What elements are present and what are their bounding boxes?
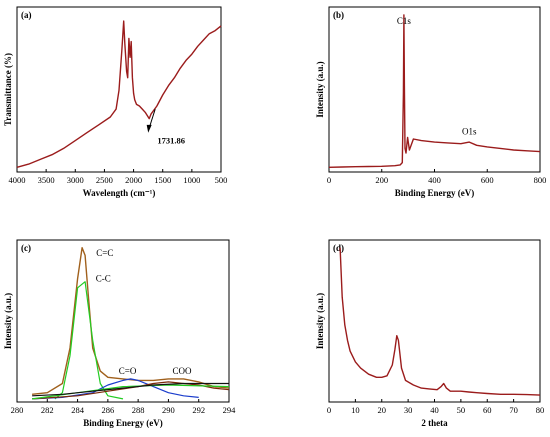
y-axis-label: Intensity (a.u.) (3, 293, 13, 349)
panel-b-chart: (b) 0 200 400 600 800 Binding Energy (eV) Inten… (315, 6, 547, 198)
panel-d-chart: (d) 0 10 20 30 40 50 60 70 80 2 theta Intensity (a.… (315, 239, 545, 428)
x-tick-label: 500 (215, 175, 228, 185)
x-tick-label: 282 (41, 405, 54, 415)
annotation-label: 1731.86 (157, 136, 185, 146)
series-line-c-o (32, 378, 199, 400)
x-tick-label: 284 (71, 405, 85, 415)
x-tick-label: 40 (430, 405, 439, 415)
x-tick-label: 80 (536, 405, 545, 415)
y-axis-label: Intensity (a.u.) (315, 61, 325, 117)
x-tick-label: 0 (327, 175, 331, 185)
x-tick-label: 3000 (67, 175, 84, 185)
x-tick-label: 3500 (38, 175, 55, 185)
x-axis-label: 2 theta (421, 418, 448, 428)
x-tick-label: 292 (192, 405, 205, 415)
x-tick-label: 290 (162, 405, 175, 415)
peak-label-c-c: C-C (96, 274, 111, 284)
x-tick-label: 10 (351, 405, 360, 415)
x-tick-label: 20 (378, 405, 387, 415)
series-line-black-baseline (32, 382, 229, 397)
x-tick-label: 400 (428, 175, 441, 185)
peak-label-coo: COO (173, 366, 193, 376)
annotation-arrowhead (146, 124, 152, 133)
x-tick-label: 2000 (125, 175, 142, 185)
x-axis-label: Wavelength (cm⁻¹) (83, 188, 156, 198)
panel-label: (d) (333, 243, 344, 253)
x-tick-label: 200 (375, 175, 388, 185)
x-tick-label: 600 (481, 175, 494, 185)
peak-label-c1s: C1s (397, 16, 412, 26)
x-tick-label: 60 (483, 405, 492, 415)
plot-frame (16, 6, 222, 173)
x-tick-label: 4000 (9, 175, 26, 185)
x-axis-label: Binding Energy (eV) (395, 188, 475, 198)
x-tick-label: 1500 (154, 175, 171, 185)
panel-c-chart: (c) 280 282 284 286 288 290 292 294 Binding Energ… (3, 239, 237, 428)
x-tick-label: 294 (223, 405, 237, 415)
peak-label-c-eq-o: C=O (119, 366, 137, 376)
y-axis-label: Transmittance (%) (3, 53, 13, 126)
series-line-c-c (32, 246, 230, 395)
x-tick-label: 288 (132, 405, 145, 415)
x-tick-label: 2500 (96, 175, 113, 185)
x-tick-label: 70 (509, 405, 518, 415)
x-tick-label: 280 (11, 405, 24, 415)
panel-label: (c) (21, 243, 31, 253)
y-axis-label: Intensity (a.u.) (315, 293, 325, 349)
x-tick-label: 1000 (183, 175, 200, 185)
plot-frame (16, 239, 230, 403)
panel-label: (a) (21, 10, 32, 20)
series-line-main (339, 247, 541, 396)
series-line-main (328, 14, 541, 168)
x-tick-label: 30 (404, 405, 413, 415)
x-axis-label: Binding Energy (eV) (83, 418, 163, 428)
panel-a-chart: (a) 4000 3500 3000 2500 2000 1500 1000 500 Wavele… (3, 6, 228, 198)
panel-label: (b) (333, 10, 344, 20)
x-tick-label: 800 (534, 175, 547, 185)
peak-label-c-eq-c: C=C (96, 248, 113, 258)
x-tick-label: 286 (101, 405, 114, 415)
peak-label-o1s: O1s (462, 126, 477, 136)
x-tick-label: 50 (457, 405, 466, 415)
series-line-main (16, 20, 222, 168)
x-tick-label: 0 (327, 405, 331, 415)
